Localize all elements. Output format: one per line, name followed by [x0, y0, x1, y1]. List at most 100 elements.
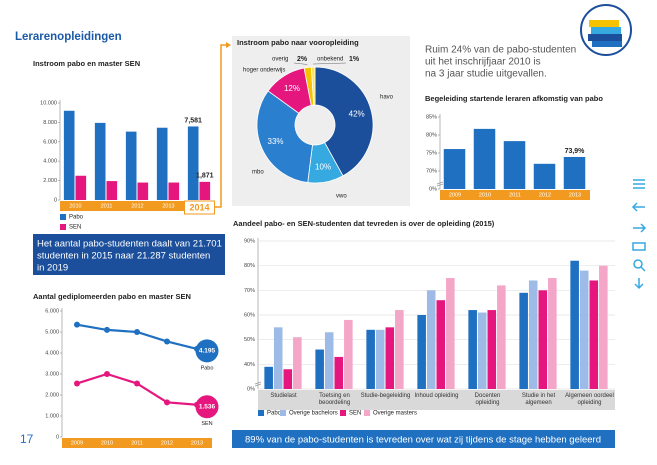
y-tick-label: 6.000: [43, 139, 57, 145]
slice-name: hoger onderwijs: [243, 68, 285, 74]
slice-name: mbo: [252, 170, 264, 176]
back-icon[interactable]: [631, 202, 645, 212]
bar: [599, 265, 608, 389]
x-tick-label: 2009: [449, 192, 461, 198]
y-tick-label: 2.000: [43, 178, 57, 184]
bar: [264, 366, 273, 389]
x-tick-label: 2011: [509, 192, 521, 198]
callout-line: Het aantal pabo-studenten daalt van 21.7…: [37, 239, 222, 250]
x-tick-label: 2012: [131, 203, 143, 209]
bar: [395, 310, 404, 389]
bar: [519, 292, 528, 389]
footer-box: [232, 430, 615, 448]
legend-label: Pabo: [69, 215, 84, 221]
y-tick-label: 0%: [247, 386, 255, 392]
label-bubble: [195, 339, 219, 363]
side-toolbar[interactable]: [631, 179, 647, 290]
chart-title: Begeleiding startende leraren afkomstig …: [425, 94, 603, 103]
data-label: 12%: [284, 84, 300, 93]
callout-line: in 2019: [37, 263, 68, 274]
callout-box: [33, 234, 225, 275]
x-tick-label: Toetsing en beoordeling: [318, 393, 351, 406]
point: [104, 371, 110, 377]
legend-swatch: [364, 410, 370, 416]
forward-icon[interactable]: [633, 223, 647, 233]
x-tick-label: 2012: [539, 192, 551, 198]
point: [74, 321, 80, 328]
download-icon[interactable]: [634, 278, 644, 290]
x-tick-label: Studie in het algemeen: [521, 393, 556, 406]
section-title: Lerarenopleidingen: [15, 31, 122, 43]
bar: [477, 312, 487, 389]
chart-title: Aantal gediplomeerden pabo en master SEN: [33, 292, 191, 301]
note-line: Ruim 24% van de pabo-studenten: [425, 45, 576, 56]
y-tick-label: 0: [56, 434, 59, 440]
legend-swatch: [258, 410, 264, 416]
y-tick-label: 6.000: [45, 308, 59, 314]
bar: [538, 290, 548, 389]
category-band: [62, 438, 212, 448]
bar: [315, 349, 324, 389]
legend-swatch: [340, 410, 346, 416]
menu-icon[interactable]: [633, 179, 645, 189]
x-tick-label: 2014: [189, 202, 209, 212]
label-bubble: [195, 395, 219, 419]
search-icon[interactable]: [633, 259, 643, 269]
footer-text: 89% van de pabo-studenten is tevreden ov…: [245, 435, 601, 446]
y-tick-label: 4.000: [43, 159, 57, 165]
data-label: 1.536: [199, 403, 216, 410]
highlight-box: [184, 200, 215, 215]
print-icon[interactable]: [632, 242, 646, 251]
legend-label: Overige bachelors: [289, 411, 338, 417]
category-band: [258, 390, 615, 410]
bar: [446, 278, 455, 389]
slice-name: vwo: [336, 194, 347, 200]
bar: [563, 156, 586, 189]
data-label: 1%: [349, 56, 360, 63]
x-tick-label: 2010: [479, 192, 491, 198]
bar: [385, 327, 395, 389]
x-tick-label: Studie-begeleiding: [360, 393, 411, 399]
y-tick-label: 5.000: [45, 329, 59, 335]
leader-line: [313, 62, 347, 65]
chart-title: Instroom pabo naar vooropleiding: [237, 38, 359, 47]
y-tick-label: 70%: [244, 288, 255, 294]
point: [104, 326, 110, 333]
y-tick-label: 40%: [244, 362, 255, 368]
connector-arrow: [226, 42, 231, 48]
bar: [528, 280, 538, 389]
bar: [426, 290, 436, 389]
x-tick-label: 2010: [69, 203, 81, 209]
bar: [548, 278, 557, 389]
y-tick-label: 8.000: [43, 120, 57, 126]
bar: [503, 141, 526, 189]
bar: [334, 356, 344, 389]
point: [134, 380, 140, 387]
y-tick-label: 80%: [426, 132, 437, 138]
series-label: Pabo: [201, 365, 214, 371]
note-line: na 3 jaar studie uitgevallen.: [425, 69, 547, 80]
chart-title: Instroom pabo en master SEN: [33, 59, 140, 68]
x-tick-label: Inhoud opleiding: [414, 393, 459, 399]
y-tick-label: 75%: [426, 150, 437, 156]
bar: [75, 175, 87, 200]
y-tick-label: 1.000: [45, 413, 59, 419]
y-tick-label: 0: [54, 197, 57, 203]
bar: [199, 181, 211, 200]
point: [164, 338, 170, 345]
y-tick-label: 0%: [429, 186, 437, 192]
bar: [187, 126, 199, 200]
bar: [366, 329, 375, 389]
bar: [125, 131, 137, 200]
x-tick-label: 2010: [101, 440, 113, 446]
bar: [497, 285, 506, 389]
slice-name: overig: [272, 57, 288, 63]
x-tick-label: Studielast: [270, 393, 297, 399]
y-tick-label: 80%: [244, 263, 255, 269]
bar: [137, 182, 149, 200]
bar: [273, 327, 283, 389]
y-tick-label: 90%: [244, 238, 255, 244]
data-label: 73,9%: [565, 148, 586, 155]
y-tick-label: 70%: [426, 168, 437, 174]
